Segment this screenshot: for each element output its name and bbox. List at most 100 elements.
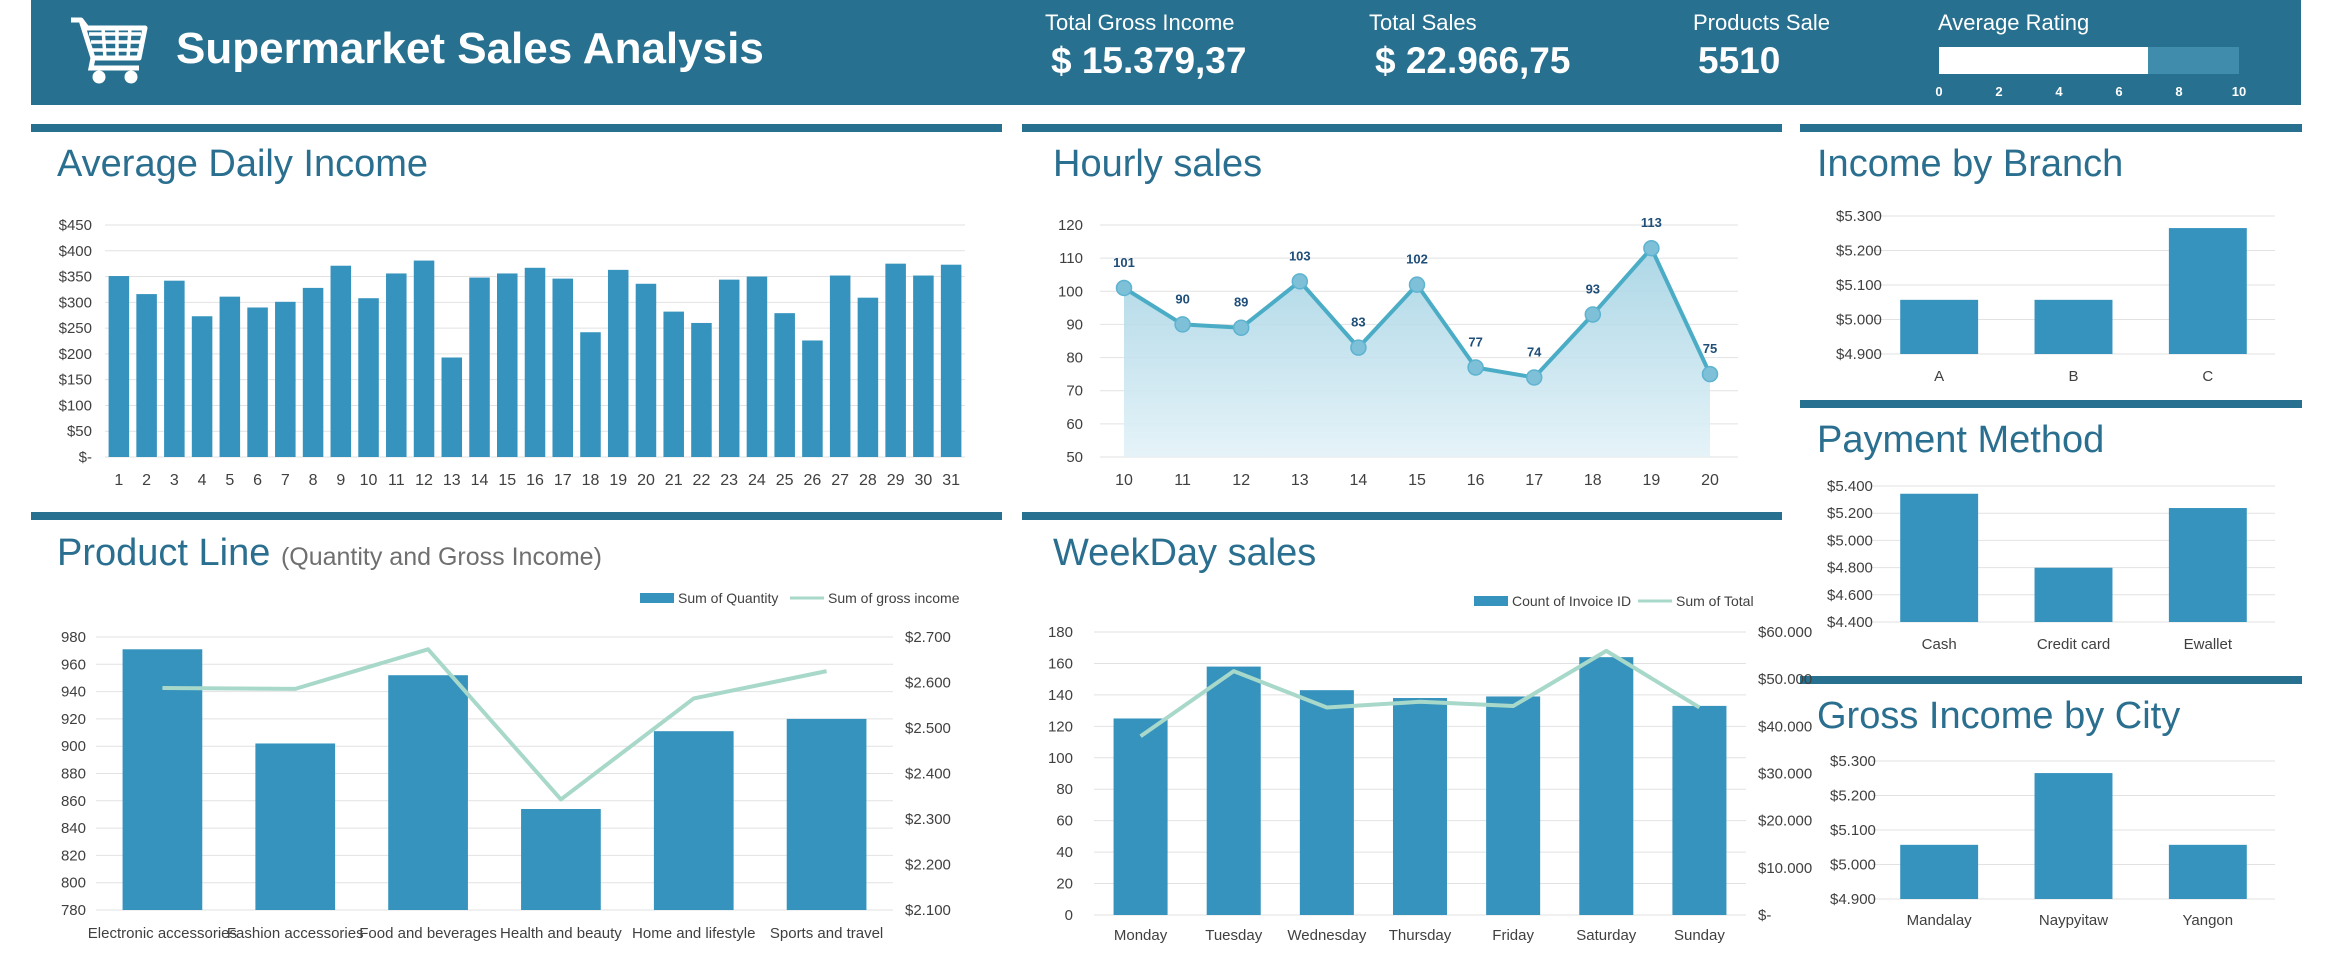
hourly-point	[1291, 273, 1309, 290]
hourly-x-tick-label: 12	[1232, 472, 1250, 489]
product-x-tick-label: Sports and travel	[770, 925, 883, 942]
product-y2-tick-label: $2.100	[905, 902, 951, 919]
product-y2-tick-label: $2.200	[905, 857, 951, 874]
weekday-y2-tick-label: $50.000	[1758, 671, 1812, 688]
daily-bar	[913, 275, 934, 457]
hourly-point	[1408, 276, 1426, 293]
hourly-x-tick-label: 18	[1584, 472, 1602, 489]
daily-x-tick-label: 10	[360, 472, 378, 489]
daily-bar	[774, 313, 795, 457]
weekday-y-tick-label: 160	[1048, 655, 1073, 672]
weekday-y2-tick-label: $60.000	[1758, 624, 1812, 641]
daily-bar	[829, 275, 851, 457]
daily-x-tick-label: 15	[498, 472, 516, 489]
hourly-point	[1701, 365, 1719, 383]
hourly-x-tick-label: 15	[1408, 472, 1426, 489]
daily-y-tick-label: $250	[59, 320, 92, 337]
weekday-y-tick-label: 20	[1056, 876, 1073, 893]
weekday-legend-swatch-bar	[1474, 596, 1508, 606]
payment-y-tick-label: $5.200	[1827, 505, 1873, 522]
daily-x-tick-label: 4	[198, 472, 207, 489]
daily-y-tick-label: $450	[59, 217, 92, 234]
hourly-data-label: 113	[1641, 215, 1662, 230]
rating-bar	[1939, 47, 2239, 74]
daily-y-tick-label: $150	[59, 372, 92, 389]
weekday-bar	[1672, 705, 1727, 915]
daily-bar	[663, 311, 684, 457]
daily-x-tick-label: 24	[748, 472, 766, 489]
daily-bar	[247, 307, 268, 457]
rating-tick: 6	[2115, 84, 2123, 99]
daily-bar	[802, 340, 823, 457]
payment-y-tick-label: $5.000	[1827, 532, 1873, 549]
hourly-point	[1467, 359, 1484, 376]
weekday-y2-tick-label: $-	[1758, 907, 1771, 924]
city-bar	[2034, 773, 2113, 899]
weekday-bar	[1299, 690, 1354, 915]
daily-bar	[358, 298, 379, 457]
daily-y-tick-label: $50	[67, 423, 92, 440]
branch-y-tick-label: $5.200	[1836, 243, 1882, 260]
hourly-data-label: 103	[1289, 248, 1311, 263]
weekday-x-tick-label: Sunday	[1674, 927, 1725, 944]
hourly-y-tick-label: 50	[1066, 449, 1083, 466]
daily-bar	[885, 263, 906, 457]
hourly-data-label: 74	[1527, 344, 1542, 359]
daily-bar	[219, 296, 241, 457]
weekday-legend-label: Count of Invoice ID	[1512, 593, 1631, 609]
panel-divider	[1022, 512, 1782, 520]
payment-x-tick-label: Cash	[1922, 636, 1957, 653]
product-line	[162, 647, 827, 802]
city-x-tick-label: Mandalay	[1907, 912, 1973, 929]
weekday-x-tick-label: Friday	[1492, 927, 1534, 944]
daily-bar	[857, 297, 879, 457]
product-y-tick-label: 900	[61, 738, 86, 755]
daily-x-tick-label: 12	[415, 472, 433, 489]
branch-bar	[1900, 299, 1979, 354]
hourly-point	[1525, 369, 1543, 386]
weekday-x-tick-label: Wednesday	[1287, 927, 1366, 944]
product-y-tick-label: 840	[61, 820, 86, 837]
rating-tick: 4	[2055, 84, 2063, 99]
daily-bar	[164, 280, 185, 457]
daily-y-tick-label: $-	[79, 449, 92, 466]
daily-x-tick-label: 16	[526, 472, 544, 489]
panel-title-weekday-sales: WeekDay sales	[1053, 532, 1317, 574]
weekday-y-tick-label: 140	[1048, 687, 1073, 704]
product-bar	[653, 731, 734, 910]
panel-divider	[1800, 676, 2302, 684]
daily-x-tick-label: 2	[142, 472, 151, 489]
branch-x-tick-label: C	[2202, 368, 2213, 385]
daily-x-tick-label: 5	[225, 472, 234, 489]
product-y-tick-label: 880	[61, 766, 86, 783]
daily-bar	[691, 322, 712, 457]
hourly-data-label: 102	[1406, 252, 1428, 267]
panel-divider	[31, 512, 1002, 520]
city-bar	[1900, 844, 1979, 899]
panel-title-payment-method: Payment Method	[1817, 419, 2105, 461]
payment-y-tick-label: $4.800	[1827, 560, 1873, 577]
weekday-bar	[1579, 657, 1634, 915]
dashboard-title: Supermarket Sales Analysis	[176, 24, 764, 73]
product-y2-tick-label: $2.500	[905, 720, 951, 737]
daily-bar	[496, 273, 518, 457]
product-legend-label: Sum of gross income	[828, 590, 960, 606]
hourly-x-tick-label: 19	[1643, 472, 1661, 489]
product-y2-tick-label: $2.300	[905, 811, 951, 828]
weekday-y2-tick-label: $30.000	[1758, 766, 1812, 783]
weekday-bar	[1206, 666, 1261, 915]
daily-bar	[441, 357, 463, 457]
kpi-label-products-sale: Products Sale	[1693, 10, 1830, 35]
daily-bar	[469, 277, 490, 457]
hourly-x-tick-label: 11	[1174, 472, 1191, 489]
weekday-x-tick-label: Saturday	[1576, 927, 1637, 944]
daily-x-tick-label: 1	[114, 472, 123, 489]
payment-bar	[1900, 493, 1979, 622]
payment-bar	[2034, 567, 2113, 622]
hourly-data-label: 101	[1113, 255, 1135, 270]
hourly-point	[1115, 279, 1133, 297]
weekday-y-tick-label: 100	[1048, 750, 1073, 767]
rating-tick: 8	[2175, 84, 2183, 99]
branch-y-tick-label: $5.000	[1836, 312, 1882, 329]
branch-y-tick-label: $4.900	[1836, 346, 1882, 363]
